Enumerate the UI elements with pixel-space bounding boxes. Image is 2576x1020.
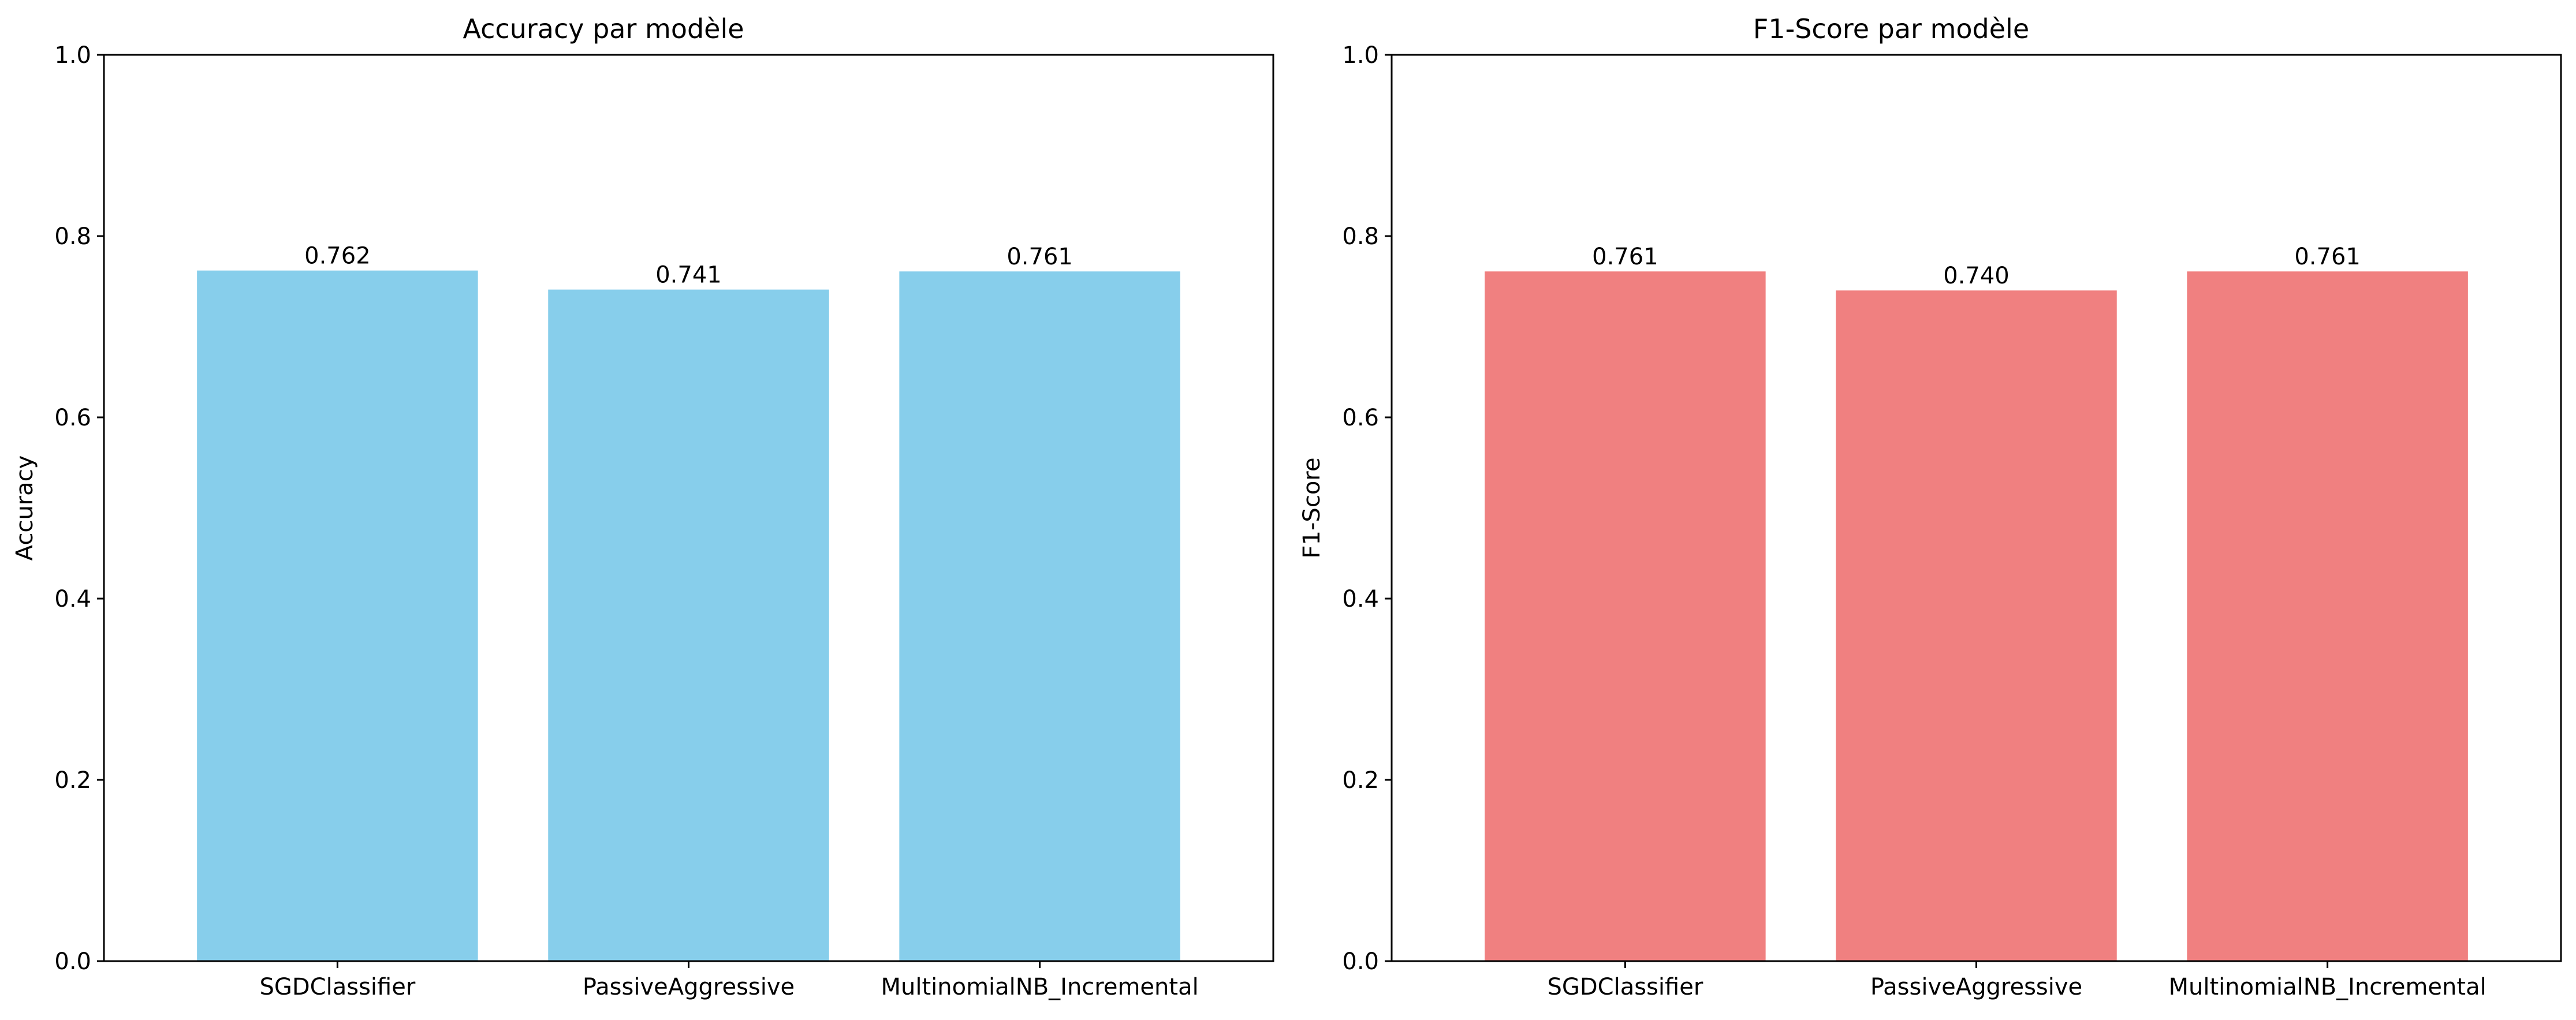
bar-SGDClassifier [197,270,478,961]
bar-value-label: 0.761 [1006,244,1073,270]
value-labels-group: 0.762 0.741 0.761 [304,243,1073,289]
bars-group [197,270,1180,962]
chart-title: F1-Score par modèle [1753,13,2029,44]
x-axis-ticks: SGDClassifier PassiveAggressive Multinomia… [259,961,1199,1000]
x-tick-label: SGDClassifier [259,974,415,1000]
bar-value-label: 0.761 [2294,244,2361,270]
y-tick-label: 0.6 [54,405,91,431]
y-tick-label: 0.8 [1342,223,1379,250]
x-tick-label: MultinomialNB_Incremental [2168,974,2486,1000]
y-tick-label: 0.4 [1342,586,1379,612]
y-tick-label: 0.0 [54,948,91,975]
bar-MultinomialNB_Incremental [899,271,1180,962]
bars-group [1485,271,2468,962]
y-tick-label: 1.0 [1342,42,1379,69]
bar-SGDClassifier [1485,271,1766,962]
x-tick-label: SGDClassifier [1547,974,1703,1000]
bar-value-label: 0.740 [1943,263,2010,289]
x-axis-ticks: SGDClassifier PassiveAggressive Multinomia… [1547,961,2486,1000]
y-tick-label: 0.2 [1342,767,1379,794]
accuracy-chart: Accuracy par modèle Accuracy 0.7620.7410… [12,13,1274,1000]
y-tick-label: 0.6 [1342,405,1379,431]
y-axis-ticks: 0.0 0.2 0.4 0.6 0.8 1.0 [1342,42,1392,975]
f1-score-chart: F1-Score par modèle F1-Score 0.7610.7400… [1299,13,2562,1000]
bar-value-label: 0.741 [655,262,722,289]
chart-title: Accuracy par modèle [463,13,744,44]
y-axis-label: F1-Score [1299,458,1325,559]
y-tick-label: 0.8 [54,223,91,250]
y-tick-label: 1.0 [54,42,91,69]
y-axis-label: Accuracy [12,455,38,561]
x-tick-label: PassiveAggressive [1870,974,2082,1000]
bar-value-label: 0.762 [304,243,371,270]
bar-MultinomialNB_Incremental [2187,271,2468,962]
bar-PassiveAggressive [548,289,829,961]
y-tick-label: 0.2 [54,767,91,794]
bar-value-label: 0.761 [1592,244,1658,270]
y-axis-ticks: 0.0 0.2 0.4 0.6 0.8 1.0 [54,42,104,975]
y-tick-label: 0.0 [1342,948,1379,975]
plot-frame [103,54,1274,962]
y-tick-label: 0.4 [54,586,91,612]
plot-frame [1390,54,2562,962]
x-tick-label: MultinomialNB_Incremental [881,974,1198,1000]
value-labels-group: 0.761 0.740 0.761 [1592,244,2361,289]
x-tick-label: PassiveAggressive [583,974,795,1000]
bar-PassiveAggressive [1836,290,2117,962]
